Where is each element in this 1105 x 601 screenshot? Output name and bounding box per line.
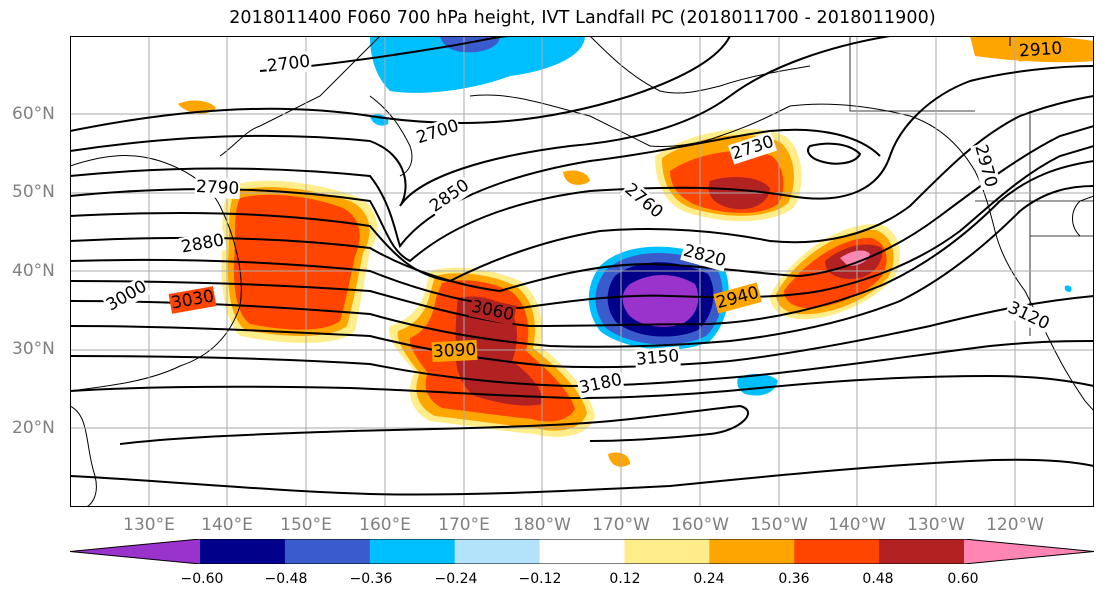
colorbar-tick: −0.24 (434, 571, 478, 587)
lat-label: 60°N (12, 104, 55, 124)
colorbar-tick: 0.60 (947, 571, 979, 587)
lat-label: 40°N (12, 261, 55, 281)
colorbar-segment (200, 539, 286, 564)
map-canvas (70, 36, 1094, 507)
colorbar-tick: 0.48 (862, 571, 894, 587)
colorbar-segment (284, 539, 371, 564)
colorbar-tick: 0.24 (693, 571, 725, 587)
lat-label: 50°N (12, 182, 55, 202)
contour-label: 3090 (431, 339, 478, 363)
lon-label: 140°W (828, 515, 886, 535)
colorbar-segment (369, 539, 456, 564)
contour-label: 2790 (194, 176, 241, 200)
coastlines (70, 36, 1094, 507)
colorbar-tick: −0.48 (264, 571, 308, 587)
colorbar-segment (624, 539, 710, 564)
colorbar (70, 539, 1094, 564)
lon-label: 140°E (201, 515, 253, 535)
map-title: 2018011400 F060 700 hPa height, IVT Land… (229, 8, 936, 28)
lon-label: 120°W (986, 515, 1044, 535)
lon-label: 170°W (592, 515, 650, 535)
colorbar-segment (454, 539, 541, 564)
lon-label: 160°E (359, 515, 411, 535)
colorbar-extend-high (964, 539, 1094, 564)
contour-label: 2910 (1017, 38, 1064, 62)
map-panel: 2700 2700 2790 2880 2850 2760 2730 2820 … (70, 36, 1094, 507)
colorbar-segment (879, 539, 965, 564)
contour-label: 3150 (634, 346, 682, 370)
lon-label: 160°W (671, 515, 729, 535)
colorbar-tick: −0.12 (518, 571, 562, 587)
lon-label: 150°W (750, 515, 808, 535)
colorbar-tick: 0.12 (609, 571, 641, 587)
colorbar-segment (794, 539, 880, 564)
colorbar-tick: −0.36 (349, 571, 393, 587)
colorbar-tick: −0.60 (180, 571, 224, 587)
lon-label: 150°E (280, 515, 332, 535)
lon-label: 180°W (513, 515, 571, 535)
lat-label: 20°N (12, 418, 55, 438)
height-contours (70, 36, 1094, 496)
colorbar-extend-low (70, 539, 200, 564)
colorbar-tick: 0.36 (778, 571, 810, 587)
colorbar-segment (709, 539, 795, 564)
lon-label: 170°E (438, 515, 490, 535)
lon-label: 130°W (907, 515, 965, 535)
lat-label: 30°N (12, 339, 55, 359)
colorbar-segment (539, 539, 625, 564)
lon-label: 130°E (123, 515, 175, 535)
